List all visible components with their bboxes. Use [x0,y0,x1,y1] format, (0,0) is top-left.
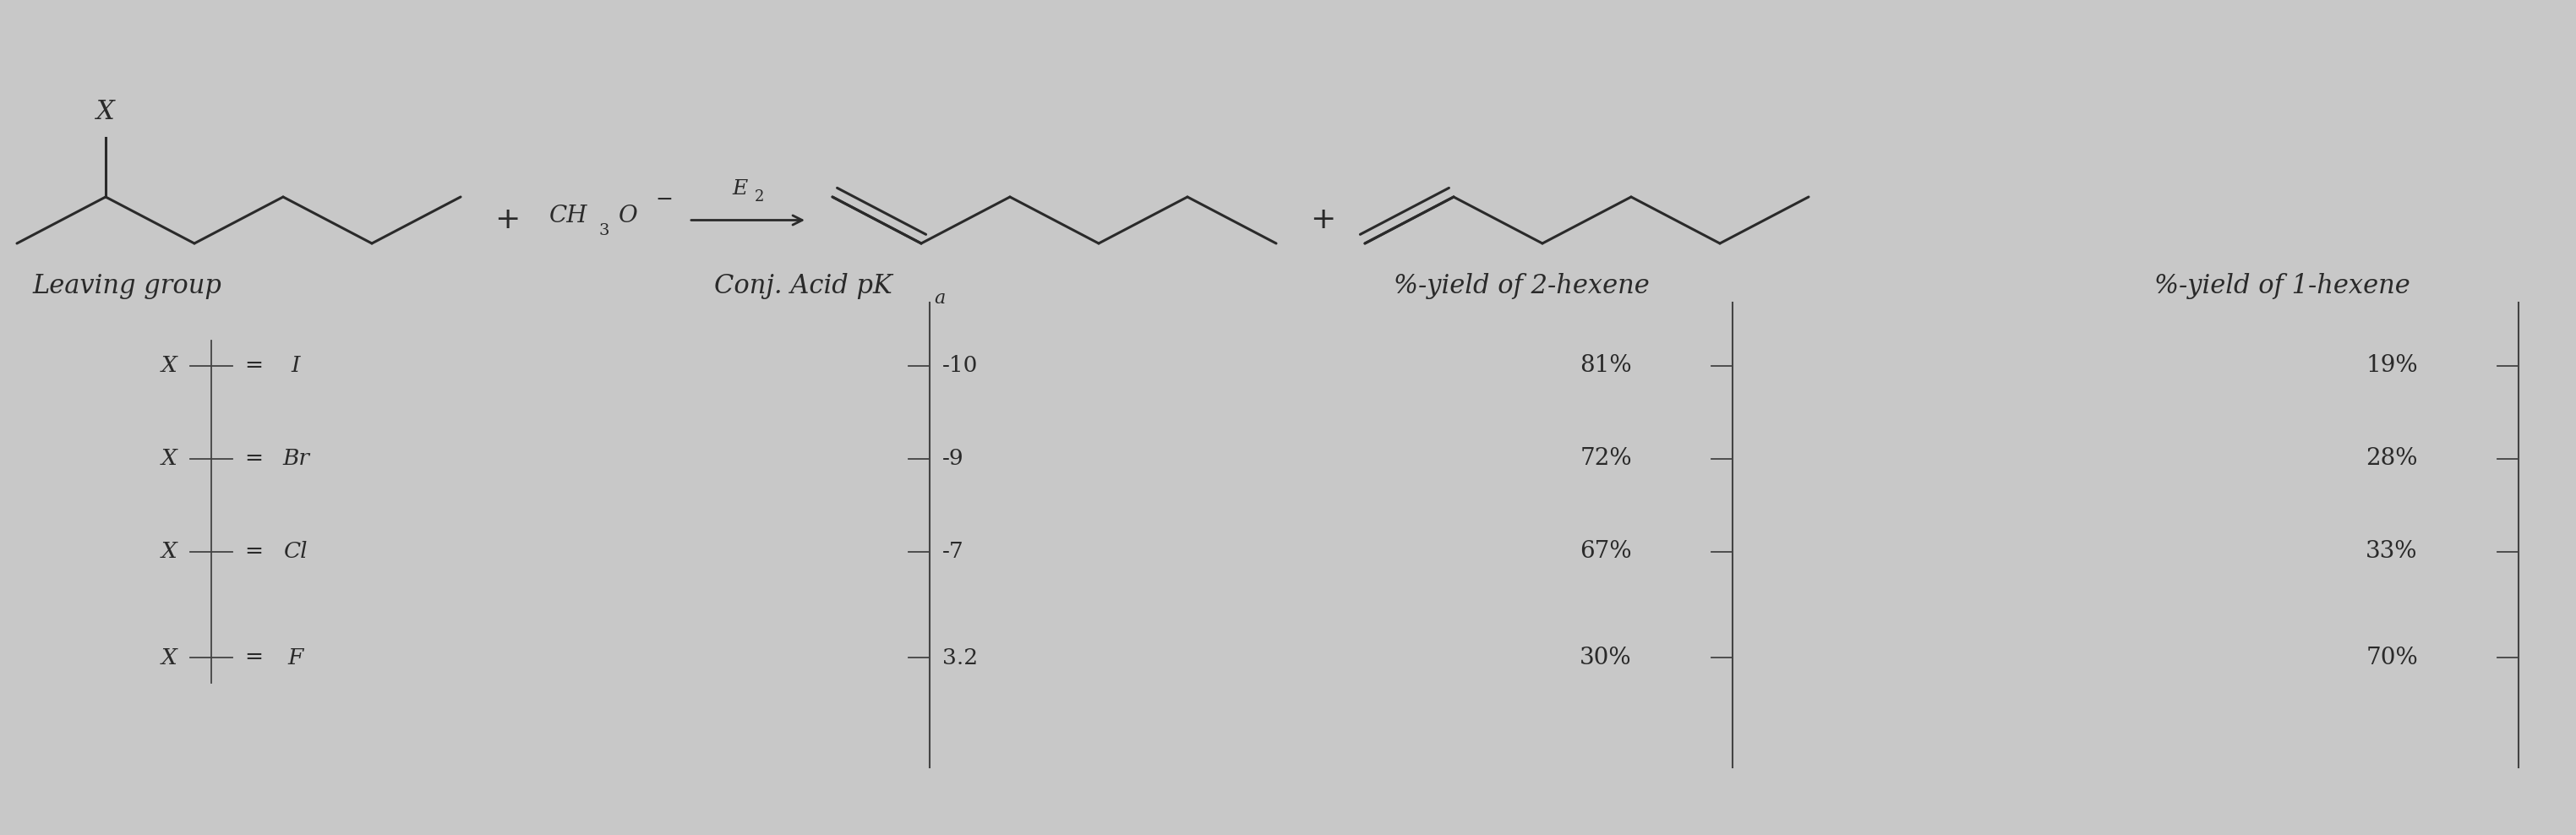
Text: E: E [732,180,747,199]
Text: %-yield of 1-hexene: %-yield of 1-hexene [2154,272,2409,299]
Text: 72%: 72% [1579,448,1631,470]
Text: O: O [618,205,639,227]
Text: 30%: 30% [1579,646,1631,669]
Text: =: = [245,541,263,563]
Text: 67%: 67% [1579,540,1631,564]
Text: X: X [162,448,178,469]
Text: 70%: 70% [2365,646,2419,669]
Text: 81%: 81% [1579,355,1631,377]
Text: F: F [289,647,304,668]
Text: I: I [291,356,301,377]
Text: +: + [495,205,520,235]
Text: =: = [245,646,263,669]
Text: CH: CH [549,205,587,227]
Text: =: = [245,355,263,377]
Text: =: = [245,448,263,470]
Text: 28%: 28% [2365,448,2419,470]
Text: 19%: 19% [2365,355,2419,377]
Text: 2: 2 [755,190,765,205]
Text: 3.2: 3.2 [943,647,979,668]
Text: +: + [1309,205,1334,235]
Text: X: X [162,356,178,377]
Text: X: X [95,99,116,125]
Text: Leaving group: Leaving group [31,272,222,299]
Text: 3: 3 [598,223,608,238]
Text: Cl: Cl [283,541,309,563]
Text: -9: -9 [943,448,963,469]
Text: %-yield of 2-hexene: %-yield of 2-hexene [1394,272,1649,299]
Text: X: X [162,541,178,563]
Text: -10: -10 [943,356,979,377]
Text: Conj. Acid pK: Conj. Acid pK [714,272,891,299]
Text: Br: Br [283,448,309,469]
Text: −: − [654,189,672,210]
Text: -7: -7 [943,541,963,563]
Text: a: a [935,289,945,307]
Text: X: X [162,647,178,668]
Text: 33%: 33% [2365,540,2419,564]
